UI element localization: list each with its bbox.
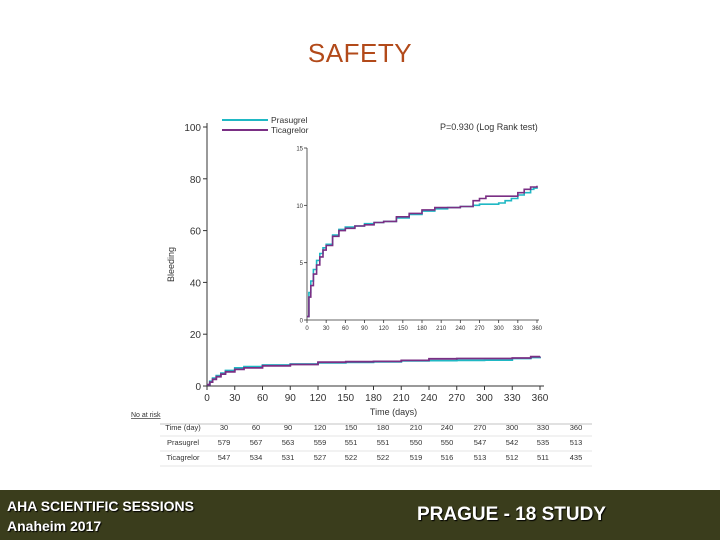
- inset-y-tick-label: 5: [300, 261, 304, 267]
- risk-table-cell: 567: [250, 438, 263, 447]
- risk-table-header: 360: [570, 423, 583, 432]
- p-value-annotation: P=0.930 (Log Rank test): [440, 122, 538, 132]
- risk-table-cell: 516: [441, 453, 454, 462]
- risk-table-header: Time (day): [165, 423, 201, 432]
- risk-table-header: 210: [410, 423, 423, 432]
- conference-info: AHA SCIENTIFIC SESSIONS Anaheim 2017: [7, 496, 194, 536]
- inset-series-line-prasugrel: [307, 187, 538, 318]
- footer-bar: AHA SCIENTIFIC SESSIONS Anaheim 2017 PRA…: [0, 490, 720, 540]
- y-tick-label: 0: [195, 382, 201, 393]
- risk-table-cell: 512: [506, 453, 519, 462]
- inset-x-tick-label: 90: [361, 326, 368, 332]
- risk-table-cell: 513: [474, 453, 487, 462]
- inset-x-tick-label: 240: [455, 326, 466, 332]
- inset-y-tick-label: 0: [300, 319, 304, 325]
- slide-title: SAFETY: [307, 38, 413, 68]
- x-tick-label: 330: [504, 393, 521, 404]
- x-tick-label: 210: [393, 393, 410, 404]
- inset-series-line-ticagrelor: [307, 185, 538, 318]
- risk-table-cell: 513: [570, 438, 583, 447]
- inset-x-tick-label: 0: [305, 326, 309, 332]
- risk-table-cell: 579: [218, 438, 231, 447]
- x-axis-label: Time (days): [370, 407, 417, 417]
- risk-table-header: 300: [506, 423, 519, 432]
- inset-x-tick-label: 30: [323, 326, 330, 332]
- inset-x-tick-label: 180: [417, 326, 428, 332]
- x-tick-label: 270: [448, 393, 465, 404]
- risk-table-cell: 551: [377, 438, 390, 447]
- x-tick-label: 360: [532, 393, 549, 404]
- risk-table-header: 270: [474, 423, 487, 432]
- risk-table-header: 240: [441, 423, 454, 432]
- risk-table-cell: 535: [537, 438, 550, 447]
- risk-table-header: 60: [252, 423, 260, 432]
- risk-table-cell: 563: [282, 438, 295, 447]
- risk-table-label: No at risk: [131, 412, 161, 419]
- risk-table-cell: 511: [537, 453, 549, 462]
- risk-table-cell: 559: [314, 438, 327, 447]
- inset-y-tick-label: 10: [296, 204, 303, 210]
- risk-table-header: 330: [537, 423, 550, 432]
- conference-name: AHA SCIENTIFIC SESSIONS: [7, 498, 194, 514]
- x-tick-label: 0: [204, 393, 210, 404]
- risk-table-header: 120: [314, 423, 327, 432]
- inset-x-tick-label: 150: [398, 326, 409, 332]
- risk-table-cell: 547: [474, 438, 487, 447]
- risk-table-cell: 547: [218, 453, 231, 462]
- inset-x-tick-label: 300: [494, 326, 505, 332]
- study-name: PRAGUE - 18 STUDY: [417, 504, 606, 525]
- y-tick-label: 20: [190, 330, 202, 341]
- conference-location: Anaheim 2017: [7, 518, 102, 534]
- y-tick-label: 60: [190, 227, 202, 238]
- risk-table-cell: 550: [441, 438, 454, 447]
- risk-table-row-name: Ticagrelor: [166, 453, 200, 462]
- risk-table-cell: 550: [410, 438, 423, 447]
- x-tick-label: 90: [285, 393, 297, 404]
- x-tick-label: 150: [337, 393, 354, 404]
- y-tick-label: 100: [184, 123, 201, 134]
- x-tick-label: 30: [229, 393, 241, 404]
- y-tick-label: 80: [190, 175, 202, 186]
- x-tick-label: 60: [257, 393, 269, 404]
- inset-x-tick-label: 60: [342, 326, 349, 332]
- risk-table-cell: 527: [314, 453, 327, 462]
- risk-table-cell: 551: [345, 438, 358, 447]
- risk-table-header: 180: [377, 423, 390, 432]
- x-tick-label: 180: [365, 393, 382, 404]
- inset-x-tick-label: 330: [513, 326, 524, 332]
- risk-table-row-name: Prasugrel: [167, 438, 199, 447]
- risk-table-cell: 531: [282, 453, 295, 462]
- x-tick-label: 240: [421, 393, 438, 404]
- x-tick-label: 120: [310, 393, 327, 404]
- risk-table-cell: 522: [345, 453, 358, 462]
- risk-table-header: 30: [220, 423, 228, 432]
- inset-x-tick-label: 210: [436, 326, 447, 332]
- inset-x-tick-label: 270: [474, 326, 485, 332]
- risk-table-cell: 522: [377, 453, 390, 462]
- x-tick-label: 300: [476, 393, 493, 404]
- inset-x-tick-label: 120: [379, 326, 390, 332]
- risk-table-cell: 534: [250, 453, 263, 462]
- risk-table-cell: 435: [570, 453, 583, 462]
- risk-table-cell: 519: [410, 453, 423, 462]
- y-axis-label: Bleeding: [166, 247, 176, 282]
- risk-table-header: 90: [284, 423, 292, 432]
- inset-x-tick-label: 360: [532, 326, 543, 332]
- legend-label-prasugrel: Prasugrel: [271, 115, 307, 125]
- y-tick-label: 40: [190, 278, 202, 289]
- inset-y-tick-label: 15: [296, 147, 303, 153]
- risk-table-header: 150: [345, 423, 358, 432]
- risk-table-cell: 542: [506, 438, 519, 447]
- legend-label-ticagrelor: Ticagrelor: [271, 125, 309, 135]
- series-line-ticagrelor: [207, 355, 541, 386]
